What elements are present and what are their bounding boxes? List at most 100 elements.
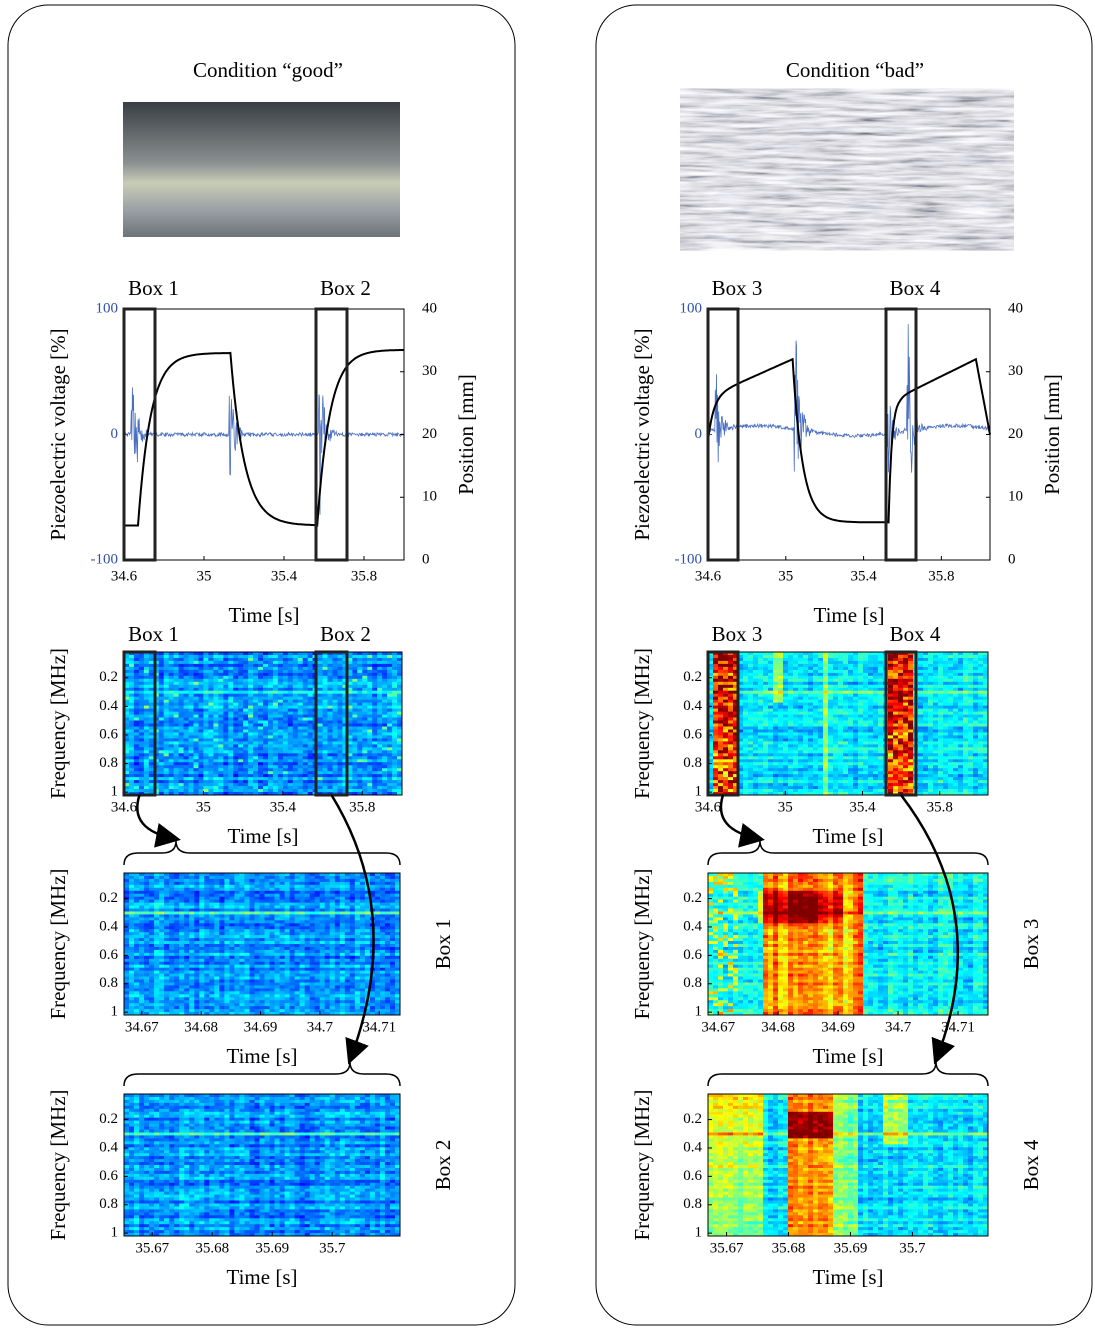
cell [184, 768, 189, 771]
cell [144, 694, 149, 697]
cell [333, 783, 338, 786]
cell [392, 724, 397, 727]
cell [248, 747, 253, 750]
cell [382, 780, 387, 783]
cell [248, 700, 253, 703]
cell [233, 732, 238, 735]
cell [248, 753, 253, 756]
cell [253, 709, 258, 712]
cell [194, 765, 199, 768]
cell [164, 703, 169, 706]
cell [164, 771, 169, 774]
cell [129, 765, 134, 768]
cell [333, 735, 338, 738]
cell [223, 762, 228, 765]
cell [129, 709, 134, 712]
cell [179, 727, 184, 730]
cell [273, 783, 278, 786]
cell [208, 658, 213, 661]
cell [213, 774, 218, 777]
cell [199, 676, 204, 679]
cell [268, 768, 273, 771]
cell [283, 658, 288, 661]
cell [293, 753, 298, 756]
cell [233, 688, 238, 691]
cell [238, 765, 243, 768]
cell [218, 721, 223, 724]
cell [352, 762, 357, 765]
cell [129, 670, 134, 673]
cell [382, 759, 387, 762]
cell [203, 709, 208, 712]
cell [248, 673, 253, 676]
cell [352, 735, 357, 738]
cell [308, 712, 313, 715]
cell [278, 670, 283, 673]
cell [372, 786, 377, 789]
cell [387, 730, 392, 733]
cell [372, 727, 377, 730]
cell [134, 732, 139, 735]
cell [362, 735, 367, 738]
cell [134, 658, 139, 661]
cell [233, 718, 238, 721]
cell [164, 697, 169, 700]
cell [238, 655, 243, 658]
cell [283, 697, 288, 700]
cell [268, 753, 273, 756]
cell [253, 724, 258, 727]
cell [338, 721, 343, 724]
cell [159, 688, 164, 691]
cell [248, 703, 253, 706]
cell [169, 661, 174, 664]
cell [144, 768, 149, 771]
cell [308, 715, 313, 718]
cell [298, 685, 303, 688]
cell [303, 732, 308, 735]
cell [134, 777, 139, 780]
cell [228, 682, 233, 685]
cell [268, 682, 273, 685]
cell [298, 715, 303, 718]
cell [203, 780, 208, 783]
cell [184, 738, 189, 741]
cell [149, 700, 154, 703]
cell [139, 661, 144, 664]
cell [189, 703, 194, 706]
cell [288, 679, 293, 682]
cell [218, 661, 223, 664]
cell [243, 786, 248, 789]
cell [377, 786, 382, 789]
cell [228, 673, 233, 676]
cell [159, 712, 164, 715]
cell [338, 670, 343, 673]
cell [278, 730, 283, 733]
cell [308, 756, 313, 759]
cell [179, 730, 184, 733]
cell [352, 780, 357, 783]
cell [144, 750, 149, 753]
cell [323, 786, 328, 789]
cell [258, 786, 263, 789]
cell [273, 655, 278, 658]
cell [328, 679, 333, 682]
cell [328, 712, 333, 715]
cell [218, 747, 223, 750]
cell [387, 703, 392, 706]
cell [169, 756, 174, 759]
cell [268, 694, 273, 697]
cell [144, 738, 149, 741]
cell [179, 732, 184, 735]
cell [357, 700, 362, 703]
cell [194, 655, 199, 658]
cell [189, 738, 194, 741]
cell [293, 789, 298, 792]
cell [208, 730, 213, 733]
cell [179, 762, 184, 765]
cell [367, 777, 372, 780]
cell [268, 712, 273, 715]
cell [184, 718, 189, 721]
cell [288, 744, 293, 747]
cell [213, 685, 218, 688]
cell [392, 735, 397, 738]
